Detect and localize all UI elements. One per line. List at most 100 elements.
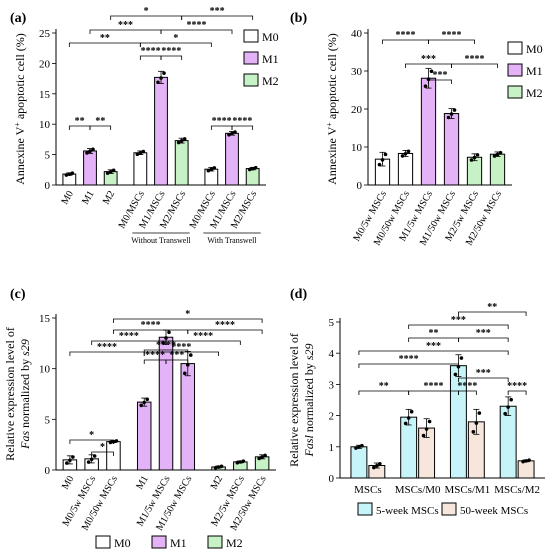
significance-label: * bbox=[89, 430, 94, 441]
data-point bbox=[527, 458, 531, 462]
y-tick-label: 20 bbox=[351, 104, 363, 116]
significance-bracket bbox=[165, 340, 241, 345]
data-point bbox=[92, 454, 97, 458]
significance-label: **** bbox=[442, 30, 462, 41]
bar bbox=[136, 401, 152, 471]
significance-bracket bbox=[458, 337, 509, 342]
data-point bbox=[212, 166, 217, 170]
data-point bbox=[354, 446, 358, 450]
data-point bbox=[453, 372, 458, 377]
data-point bbox=[108, 440, 113, 445]
significance-bracket bbox=[91, 451, 114, 456]
significance-bracket bbox=[458, 390, 477, 395]
data-point bbox=[378, 461, 382, 466]
significance-bracket bbox=[408, 324, 509, 329]
legend-swatch bbox=[441, 502, 457, 516]
panel-label: (b) bbox=[290, 11, 307, 26]
data-point bbox=[421, 433, 426, 438]
data-point bbox=[429, 69, 434, 74]
significance-label: * bbox=[100, 442, 105, 453]
significance-label: ** bbox=[75, 116, 85, 127]
significance-label: **** bbox=[161, 46, 181, 57]
y-axis-label-line2: Fas normalized by s29 bbox=[18, 339, 32, 450]
legend-label: M2 bbox=[226, 536, 243, 550]
significance-bracket bbox=[451, 63, 498, 68]
x-tick-label: MSCs/M1 bbox=[444, 484, 490, 496]
significance-label: ** bbox=[429, 328, 439, 339]
data-point bbox=[383, 152, 388, 157]
data-point bbox=[409, 409, 414, 414]
data-point bbox=[495, 152, 500, 157]
legend-swatch bbox=[507, 63, 523, 77]
data-point bbox=[472, 155, 477, 160]
panel-label: (a) bbox=[10, 11, 27, 26]
legend-swatch bbox=[151, 535, 167, 549]
data-point bbox=[406, 149, 411, 154]
data-point bbox=[446, 115, 451, 120]
data-point bbox=[449, 112, 454, 116]
data-point bbox=[185, 363, 190, 367]
data-point bbox=[114, 439, 119, 443]
y-tick-label: 20 bbox=[39, 58, 51, 70]
data-point bbox=[206, 168, 211, 173]
data-point bbox=[179, 139, 184, 143]
significance-label: **** bbox=[97, 342, 117, 353]
bar bbox=[489, 153, 506, 186]
significance-bracket bbox=[358, 350, 509, 355]
data-point bbox=[86, 460, 91, 464]
legend-swatch bbox=[243, 29, 259, 43]
significance-bracket bbox=[231, 125, 254, 130]
y-tick-label: 10 bbox=[39, 119, 51, 131]
legend-label: M0 bbox=[262, 30, 279, 44]
data-point bbox=[138, 151, 143, 155]
significance-label: **** bbox=[507, 381, 527, 392]
data-point bbox=[400, 154, 405, 158]
significance-label: *** bbox=[210, 6, 225, 17]
significance-label: **** bbox=[171, 342, 191, 353]
significance-label: *** bbox=[476, 368, 491, 379]
data-point bbox=[162, 71, 166, 75]
data-point bbox=[241, 459, 246, 463]
x-tick-label: M2 bbox=[101, 189, 117, 207]
bar bbox=[350, 446, 368, 479]
data-point bbox=[142, 400, 147, 405]
data-point bbox=[219, 464, 224, 469]
data-point bbox=[85, 151, 89, 155]
data-point bbox=[65, 461, 69, 465]
significance-label: **** bbox=[424, 381, 444, 392]
y-tick-label: 2 bbox=[329, 411, 335, 423]
bar bbox=[499, 405, 517, 479]
data-point bbox=[188, 353, 193, 357]
significance-bracket bbox=[165, 359, 189, 364]
data-point bbox=[141, 149, 146, 154]
y-tick-label: 25 bbox=[39, 28, 51, 40]
significance-label: **** bbox=[156, 340, 176, 351]
significance-bracket bbox=[428, 39, 475, 44]
y-tick-label: 15 bbox=[39, 89, 51, 101]
bar bbox=[225, 132, 239, 186]
significance-bracket bbox=[458, 311, 527, 316]
legend-label: 50-week MSCs bbox=[460, 505, 528, 517]
data-point bbox=[176, 140, 181, 145]
bar bbox=[174, 140, 189, 186]
x-tick-label: M0 bbox=[59, 189, 75, 207]
data-point bbox=[233, 130, 237, 134]
data-point bbox=[68, 458, 72, 463]
data-point bbox=[64, 173, 69, 177]
significance-label: **** bbox=[141, 46, 161, 57]
data-point bbox=[213, 465, 218, 470]
data-point bbox=[182, 137, 187, 141]
bar bbox=[466, 156, 483, 186]
x-tick-label: M1 bbox=[80, 189, 96, 207]
data-point bbox=[253, 165, 258, 170]
legend-swatch bbox=[357, 502, 373, 516]
data-point bbox=[424, 427, 429, 431]
data-point bbox=[111, 168, 116, 173]
significance-label: **** bbox=[396, 30, 416, 41]
x-tick-label: MSCs bbox=[354, 484, 382, 496]
data-point bbox=[477, 411, 482, 415]
significance-label: *** bbox=[476, 328, 491, 339]
significance-bracket bbox=[89, 125, 112, 130]
significance-label: **** bbox=[465, 54, 485, 65]
y-axis-label: Annexine V+ apoptotic cell (%) bbox=[13, 33, 28, 185]
